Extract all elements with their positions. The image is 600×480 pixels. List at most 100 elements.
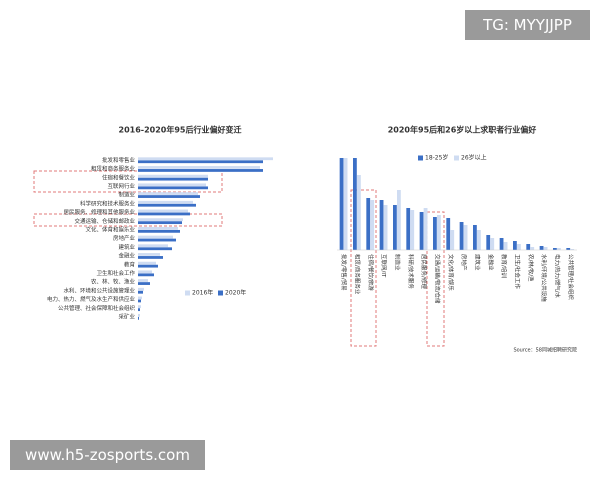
category-label: 公共管理、社会保障和社会组织 <box>58 304 136 312</box>
bar <box>383 205 388 250</box>
bar <box>138 157 273 161</box>
category-label: 制造业 <box>118 191 135 199</box>
category-label: 居民服务、修理和其他服务业 <box>63 208 135 216</box>
bar <box>138 308 140 312</box>
bar <box>138 264 158 268</box>
bar <box>138 253 160 256</box>
footer-url: www.h5-zosports.com <box>10 440 205 470</box>
bar <box>370 200 375 250</box>
category-label: 租赁/商务服务业 <box>354 254 362 295</box>
category-label: 住宿和餐饮业 <box>102 173 136 181</box>
highlight <box>426 211 445 347</box>
category-label: 科学研究和技术服务业 <box>80 199 136 207</box>
category-label: 教育 <box>124 260 136 268</box>
bar <box>526 244 531 250</box>
bar <box>138 174 208 178</box>
bar <box>138 313 140 317</box>
bar <box>477 230 481 250</box>
bar <box>566 248 571 250</box>
legend-swatch <box>418 155 423 161</box>
highlight <box>33 170 223 193</box>
legend-swatch <box>218 290 223 296</box>
legend-label: 26岁以上 <box>461 154 487 162</box>
bar <box>138 261 156 265</box>
bar <box>570 249 575 250</box>
category-label: 水利/环境/公共设施 <box>540 254 548 302</box>
bar <box>553 248 557 250</box>
bar <box>138 203 196 207</box>
bar <box>138 279 148 282</box>
bar <box>486 235 491 250</box>
bar <box>437 215 441 250</box>
bar <box>138 296 142 300</box>
source: Source：58同城招聘研究院 <box>513 347 577 354</box>
bar <box>138 200 193 204</box>
bar <box>138 290 143 294</box>
bar <box>138 247 172 251</box>
legend-label: 2016年 <box>192 289 213 297</box>
category-label: 科研/技术服务 <box>407 254 415 289</box>
category-label: 房地产业 <box>113 234 136 242</box>
category-label: 文化、体育和娱乐业 <box>85 225 135 233</box>
bar <box>138 169 263 172</box>
legend-label: 2020年 <box>225 289 246 297</box>
bar <box>138 273 154 277</box>
bar <box>530 247 535 250</box>
category-label: 居民服务/修理 <box>420 254 428 289</box>
category-label: 交通/运输/物流/仓储 <box>434 254 442 304</box>
category-label: 建筑业 <box>118 243 135 251</box>
highlight <box>33 213 223 227</box>
category-label: 采矿业 <box>118 312 135 320</box>
category-label: 房地产 <box>460 254 468 271</box>
category-label: 电力/热力/燃气/水 <box>554 254 562 299</box>
bar <box>138 238 176 242</box>
bar <box>499 238 504 250</box>
category-label: 教育/培训 <box>500 254 508 278</box>
category-label: 住宿/餐饮/旅游 <box>367 254 375 291</box>
category-label: 批发/零售/贸易 <box>340 254 348 291</box>
bar <box>353 158 357 250</box>
bar <box>138 305 141 309</box>
bar <box>138 244 168 248</box>
bar <box>513 241 517 250</box>
bar <box>339 158 344 250</box>
bar <box>463 225 468 250</box>
bar <box>138 177 208 181</box>
bar <box>379 200 384 250</box>
bar <box>138 282 150 285</box>
bar <box>138 160 263 164</box>
bar <box>503 242 508 250</box>
bar <box>138 287 144 291</box>
category-label: 农/林/牧/渔 <box>527 254 535 282</box>
bar <box>138 299 141 303</box>
chart-title: 2016-2020年95后行业偏好变迁 <box>119 125 242 135</box>
bar <box>138 166 260 169</box>
bar <box>138 195 200 198</box>
bar <box>446 218 451 250</box>
bar <box>423 208 428 250</box>
bar <box>138 226 178 230</box>
highlight <box>350 189 377 347</box>
category-label: 交通运输、仓储和邮政业 <box>74 217 135 225</box>
category-label: 水利、环境和公共设施管理业 <box>63 286 135 294</box>
legend-label: 18-25岁 <box>425 154 448 162</box>
bar <box>473 225 477 250</box>
bar <box>459 222 464 250</box>
bar <box>138 221 182 225</box>
bar <box>543 247 548 250</box>
bar <box>138 256 163 259</box>
category-label: 电力、热力、燃气及水生产和供应业 <box>47 295 136 303</box>
category-label: 卫生/社会工作 <box>514 254 522 289</box>
bar <box>419 212 424 250</box>
bar <box>138 235 173 239</box>
bar <box>138 212 190 216</box>
bar <box>138 218 183 222</box>
bar <box>433 217 437 250</box>
bar <box>366 198 371 250</box>
bar <box>138 186 208 190</box>
bar <box>138 183 206 187</box>
category-label: 金融业 <box>487 254 495 271</box>
watermark: TG: MYYJJPP <box>465 10 590 40</box>
